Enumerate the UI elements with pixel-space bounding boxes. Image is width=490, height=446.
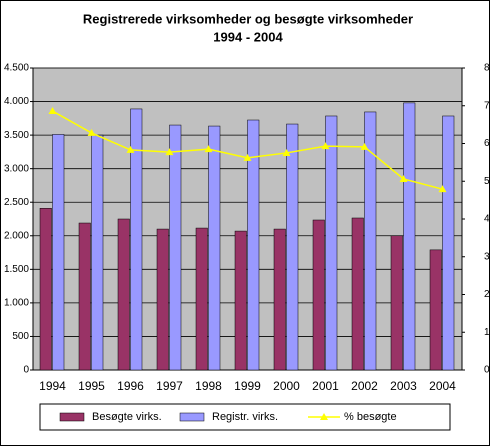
y2-tick-label: 60%	[484, 138, 490, 149]
y2-tick-label: 50%	[484, 176, 490, 187]
marker	[399, 174, 408, 182]
bar	[273, 228, 286, 371]
marker	[87, 128, 96, 136]
x-tick-label: 2002	[351, 379, 378, 393]
bar	[390, 235, 403, 371]
chart-subtitle: 1994 - 2004	[213, 29, 283, 44]
y2-tick-label: 0%	[484, 365, 490, 376]
bar	[208, 125, 221, 371]
bar	[364, 111, 377, 371]
y2-tick-label: 40%	[484, 214, 490, 225]
legend	[39, 403, 451, 431]
x-tick-label: 1995	[78, 379, 105, 393]
bar	[117, 218, 130, 371]
bar	[351, 217, 364, 371]
bar	[78, 222, 91, 371]
bar	[52, 134, 65, 371]
y-tick-label: 500	[12, 331, 29, 342]
y-tick-label: 3.500	[4, 130, 29, 141]
y2-tick-label: 80%	[484, 63, 490, 74]
marker	[165, 148, 174, 156]
marker	[321, 142, 330, 150]
bar	[403, 102, 416, 371]
y-tick-label: 2.000	[4, 230, 29, 241]
bar	[195, 227, 208, 371]
marker	[126, 145, 135, 153]
y-tick-label: 1.500	[4, 264, 29, 275]
x-tick-label: 2001	[312, 379, 339, 393]
bar	[91, 134, 104, 371]
chart-title: Registrerede virksomheder og besøgte vir…	[83, 11, 413, 26]
y-tick-label: 4.000	[4, 96, 29, 107]
marker	[360, 142, 369, 150]
legend-marker	[320, 413, 328, 420]
legend-swatch	[59, 412, 85, 422]
x-tick-label: 2003	[390, 379, 417, 393]
legend-label: Registr. virks.	[212, 411, 278, 423]
marker	[48, 107, 57, 115]
bar	[39, 208, 52, 371]
x-tick-label: 1999	[234, 379, 261, 393]
x-tick-label: 2000	[273, 379, 300, 393]
y2-tick-label: 30%	[484, 251, 490, 262]
x-tick-label: 1997	[156, 379, 183, 393]
x-tick-label: 1994	[39, 379, 66, 393]
bar	[130, 108, 143, 371]
x-tick-label: 1996	[117, 379, 144, 393]
x-tick-label: 2004	[429, 379, 456, 393]
y2-tick-label: 20%	[484, 289, 490, 300]
y-tick-label: 0	[23, 365, 29, 376]
legend-label: % besøgte	[344, 411, 397, 423]
bar	[234, 230, 247, 371]
y-tick-label: 1.000	[4, 298, 29, 309]
legend-label: Besøgte virks.	[92, 411, 162, 423]
bar	[442, 115, 455, 371]
y-tick-label: 3.000	[4, 163, 29, 174]
y2-tick-label: 70%	[484, 100, 490, 111]
y2-tick-label: 10%	[484, 327, 490, 338]
marker	[438, 185, 447, 193]
y-tick-label: 2.500	[4, 197, 29, 208]
bar	[156, 228, 169, 371]
bar	[429, 249, 442, 371]
marker	[282, 148, 291, 156]
marker	[243, 153, 252, 161]
bar	[247, 119, 260, 371]
bar	[325, 115, 338, 371]
y-tick-label: 4.500	[4, 63, 29, 74]
bar	[169, 124, 182, 371]
marker	[204, 145, 213, 153]
bar	[286, 123, 299, 371]
x-tick-label: 1998	[195, 379, 222, 393]
legend-swatch	[179, 412, 205, 422]
bar	[312, 219, 325, 371]
